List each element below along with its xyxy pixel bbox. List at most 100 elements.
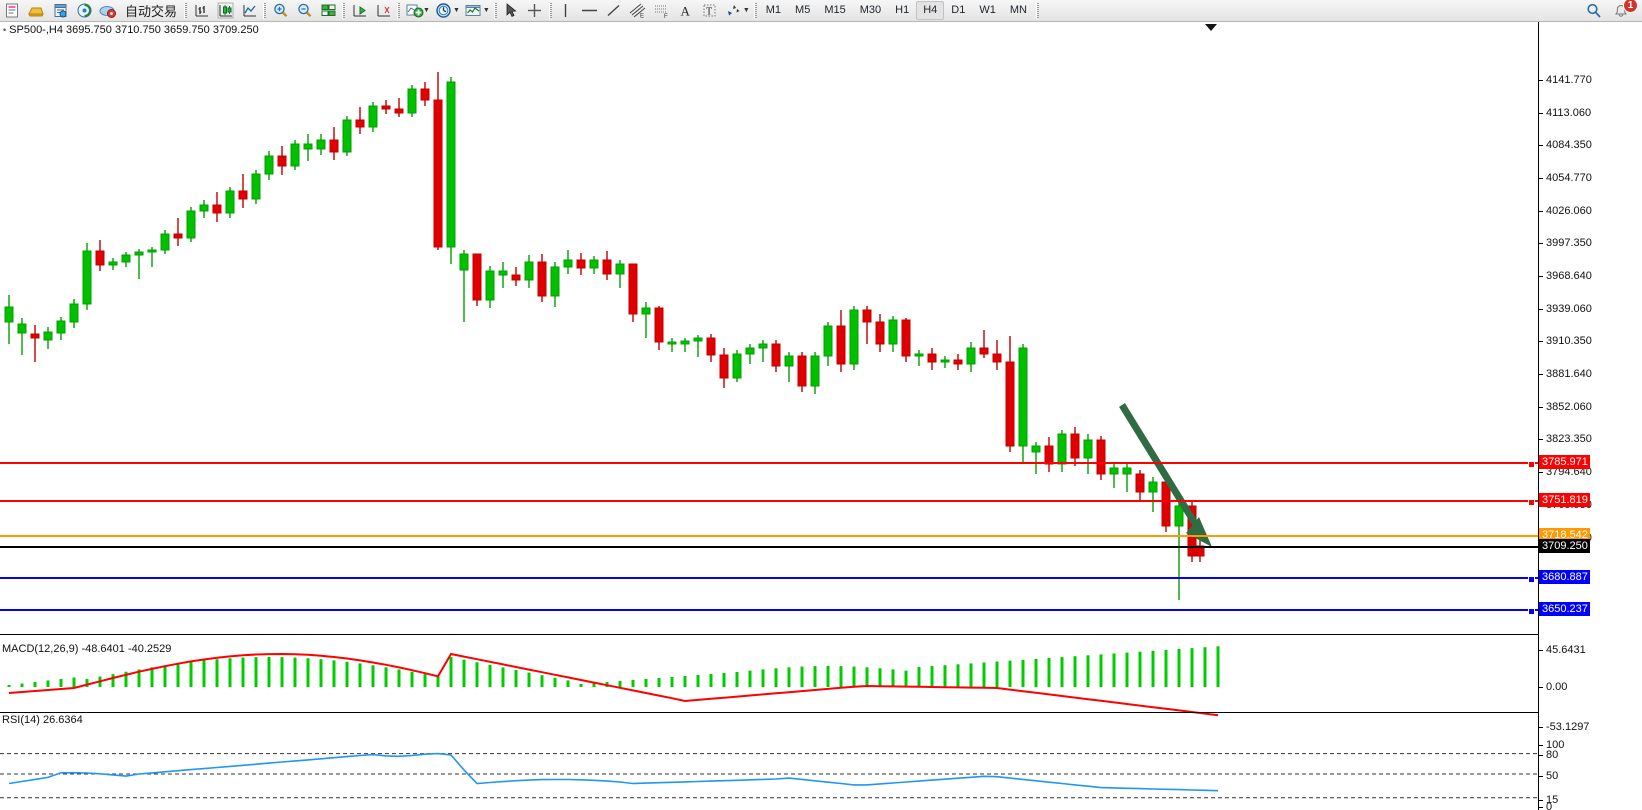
toolbar-separator xyxy=(547,2,554,20)
timeframe-m5[interactable]: M5 xyxy=(795,4,811,16)
candle-body xyxy=(628,263,638,315)
toolbar-separator xyxy=(261,2,268,20)
chart-canvas-area[interactable]: • SP500-,H4 3695.750 3710.750 3659.750 37… xyxy=(0,22,1642,810)
price-line-resistance-2[interactable] xyxy=(0,499,1538,506)
timeframe-m30[interactable]: M30 xyxy=(859,4,882,16)
chart-shift-icon[interactable] xyxy=(347,1,371,21)
price-line-handle[interactable] xyxy=(1528,499,1535,506)
tile-windows-icon[interactable] xyxy=(316,1,340,21)
price-line-current-price[interactable] xyxy=(0,546,1538,548)
macd-axis-tick: -53.1297 xyxy=(1539,721,1589,733)
crosshair-icon[interactable] xyxy=(523,1,547,21)
candle-body xyxy=(745,347,755,355)
line-chart-icon[interactable] xyxy=(237,1,261,21)
candle-body xyxy=(1135,473,1145,493)
candle-body xyxy=(368,105,378,128)
candle-body xyxy=(459,253,469,271)
price-axis[interactable]: 4141.770 4113.060 4084.350 4054.770 4026.060… xyxy=(1538,22,1642,810)
chevron-down-icon[interactable]: ▼ xyxy=(482,7,490,14)
chart-scroll-marker-icon[interactable] xyxy=(1205,24,1217,31)
price-chip-support-1[interactable]: 3680.887 xyxy=(1539,570,1590,584)
price-chip-support-2[interactable]: 3650.237 xyxy=(1539,602,1590,616)
candle-body xyxy=(56,320,66,334)
price-chip-current-price[interactable]: 3709.250 xyxy=(1539,539,1590,553)
timeframe-m15[interactable]: M15 xyxy=(824,4,846,16)
chevron-down-icon[interactable]: ▼ xyxy=(423,7,430,14)
price-axis-tick: 3794.640 xyxy=(1539,466,1592,478)
candle-body xyxy=(667,341,677,345)
price-chip-pivot-orange[interactable]: 3718.542 xyxy=(1539,528,1590,542)
price-axis-tick: 4141.770 xyxy=(1539,74,1592,86)
candle-body xyxy=(758,343,768,349)
candle-body xyxy=(95,250,105,266)
bar-chart-icon[interactable] xyxy=(189,1,213,21)
timeframe-mn[interactable]: MN xyxy=(1009,4,1027,16)
price-line-pivot-orange[interactable] xyxy=(0,535,1538,537)
candle-body xyxy=(1057,433,1067,465)
candle-body xyxy=(602,259,612,275)
timeframe-m1[interactable]: M1 xyxy=(765,4,782,16)
trend-arrow[interactable] xyxy=(1119,403,1212,547)
terminal-cloud-icon[interactable] xyxy=(96,1,120,21)
timeframe-h4[interactable]: H4 xyxy=(916,1,945,20)
shapes-icon[interactable] xyxy=(722,1,746,21)
equidistant-channel-icon[interactable]: E xyxy=(626,1,650,21)
candlestick-chart-icon[interactable] xyxy=(213,1,237,21)
auto-scroll-icon[interactable] xyxy=(371,1,395,21)
rsi-axis-tick: 0 xyxy=(1539,801,1552,810)
trendline-icon[interactable] xyxy=(602,1,626,21)
chevron-down-icon[interactable]: ▼ xyxy=(452,7,460,14)
price-chip-resistance-2[interactable]: 3751.819 xyxy=(1539,493,1590,507)
radar-navigator-icon[interactable] xyxy=(72,1,96,21)
candle-body xyxy=(849,309,859,365)
price-axis-tick: 3939.060 xyxy=(1539,303,1592,315)
candle-body xyxy=(160,233,170,251)
price-axis-tick: 3910.350 xyxy=(1539,335,1592,347)
price-axis-tick: 4084.350 xyxy=(1539,139,1592,151)
price-line-support-1[interactable] xyxy=(0,576,1538,583)
timeframe-w1[interactable]: W1 xyxy=(979,4,996,16)
candle-body xyxy=(784,355,794,367)
candle-body xyxy=(550,266,560,297)
price-line-resistance-1[interactable] xyxy=(0,461,1538,468)
candle-body xyxy=(4,306,14,323)
price-chip-resistance-1[interactable]: 3785.971 xyxy=(1539,455,1590,469)
price-line-handle[interactable] xyxy=(1528,461,1535,468)
macd-signal-line xyxy=(8,652,1219,717)
price-axis-tick: 4054.770 xyxy=(1539,172,1592,184)
auto-trading-label[interactable]: 自动交易 xyxy=(125,5,178,20)
candle-body xyxy=(836,325,846,365)
candle-body xyxy=(82,250,92,305)
price-line-support-2[interactable] xyxy=(0,608,1538,615)
candle-body xyxy=(147,249,157,253)
vertical-line-icon[interactable] xyxy=(554,1,578,21)
notifications-icon[interactable]: 1 xyxy=(1606,0,1638,21)
toolbar-separator xyxy=(395,2,402,20)
fibonacci-retracement-icon[interactable]: F xyxy=(650,1,674,21)
gold-bar-icon[interactable] xyxy=(24,1,48,21)
price-line-handle[interactable] xyxy=(1528,576,1535,583)
add-indicator-icon[interactable] xyxy=(402,1,426,21)
search-icon[interactable] xyxy=(1582,1,1606,21)
cursor-icon[interactable] xyxy=(499,1,523,21)
candle-body xyxy=(108,261,118,266)
zoom-in-icon[interactable] xyxy=(268,1,292,21)
new-order-icon[interactable] xyxy=(0,1,24,21)
zoom-out-icon[interactable] xyxy=(292,1,316,21)
candle-body xyxy=(355,119,365,128)
templates-icon[interactable] xyxy=(462,1,486,21)
candle-body xyxy=(199,204,209,212)
text-label-icon[interactable]: T xyxy=(698,1,722,21)
candle-body xyxy=(966,347,976,365)
timeframe-d1[interactable]: D1 xyxy=(951,4,966,16)
horizontal-line-icon[interactable] xyxy=(578,1,602,21)
candle-body xyxy=(407,88,417,114)
timeframe-h1[interactable]: H1 xyxy=(895,4,910,16)
data-window-icon[interactable] xyxy=(48,1,72,21)
periodicity-clock-icon[interactable] xyxy=(432,1,456,21)
text-icon[interactable]: A xyxy=(674,1,698,21)
price-line-handle[interactable] xyxy=(1528,608,1535,615)
candle-body xyxy=(914,353,924,357)
candle-body xyxy=(420,88,430,101)
chevron-down-icon[interactable]: ▼ xyxy=(742,7,750,14)
